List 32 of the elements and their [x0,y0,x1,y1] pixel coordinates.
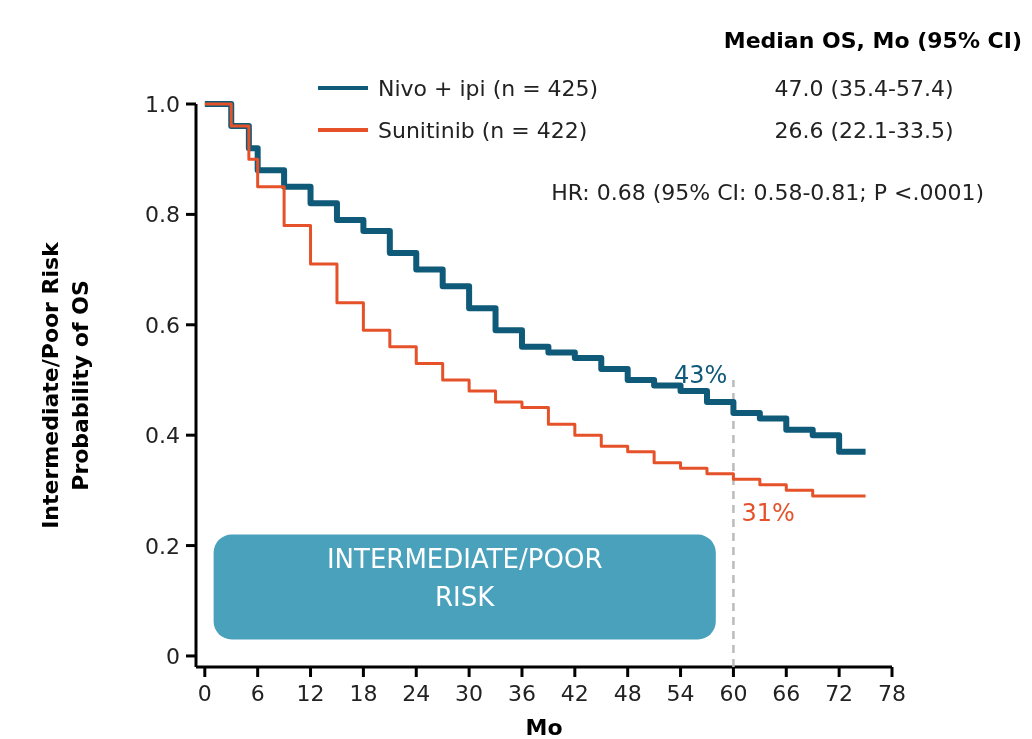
label-box: INTERMEDIATE/POOR RISK [213,534,716,640]
x-tick-label: 42 [560,681,589,706]
x-tick-label: 12 [296,681,325,706]
text: Median OS, Mo (95% CI) [723,28,1022,53]
y-tick-label: 0.4 [145,423,180,449]
legend-label: Nivo + ipi (n = 425) [378,76,599,101]
x-tick-label: 24 [402,681,431,706]
y-tick-label: 0.8 [145,202,180,228]
x-tick-label: 18 [349,681,378,706]
x-tick-label: 6 [250,681,265,706]
x-axis-title: Mo [525,715,563,739]
annotation: INTERMEDIATE/POOR RISK [326,543,603,612]
x-tick-label: 36 [507,681,536,706]
x-tick-label: 0 [197,681,212,706]
text: 47.0 (35.4-57.4) [774,76,954,101]
y-axis-title: Intermediate/Poor Risk Probability of OS [38,240,93,529]
annotation: 31% [741,499,795,528]
x-tick-label: 66 [772,681,801,706]
annotation: 26.6 (22.1-33.5) [774,118,954,143]
y-tick-label: 0.6 [145,312,180,338]
annotation: 43% [674,361,728,390]
legend-label: Sunitinib (n = 422) [378,118,588,143]
x-tick-label: 54 [666,681,695,706]
y-tick-label: 0 [166,643,180,669]
y-tick-label: 0.2 [145,533,180,559]
x-tick-label: 78 [878,681,906,706]
x-tick-label: 72 [825,681,854,706]
y-tick-label: 1.0 [145,92,180,117]
x-tick-label: 60 [719,681,748,706]
x-tick-label: 48 [613,681,642,706]
x-tick-label: 30 [455,681,484,706]
annotation: HR: 0.68 (95% CI: 0.58-0.81; P <.0001) [551,180,984,205]
